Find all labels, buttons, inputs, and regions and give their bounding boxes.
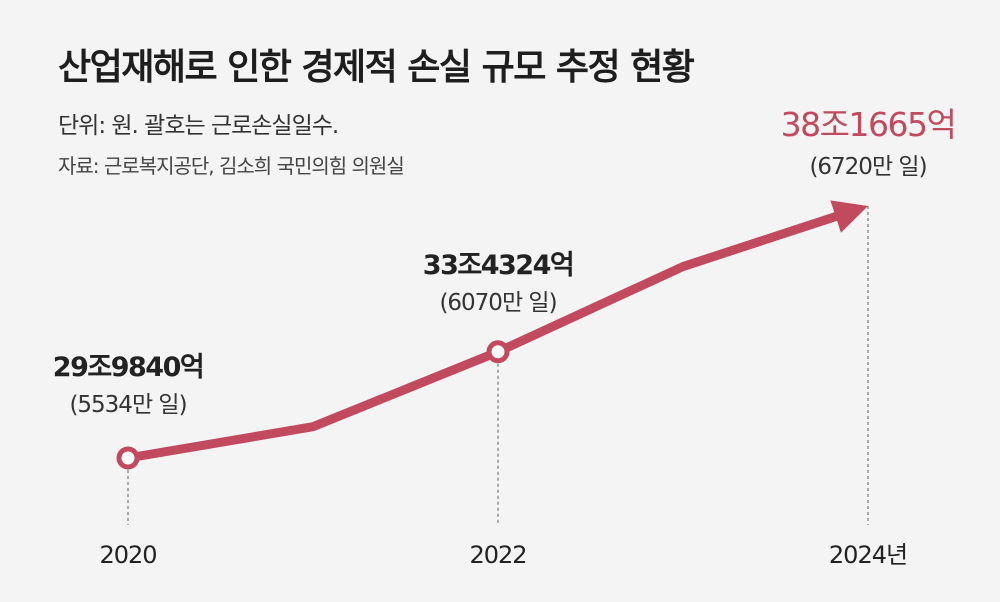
x-tick-label-2020: 2020 [99,541,156,569]
days-label-2022: (6070만 일) [439,290,556,316]
x-tick-label-2024: 2024년 [829,541,907,569]
value-label-2024: 38조1665억 [781,105,956,144]
data-point-2020 [116,446,140,470]
value-label-2022: 33조4324억 [423,250,573,281]
data-point-2022 [486,340,510,364]
days-label-2020: (5534만 일) [69,392,186,418]
x-tick-label-2022: 2022 [469,541,526,569]
series-arrowhead [830,200,868,233]
chart-title: 산업재해로 인한 경제적 손실 규모 추정 현황 [58,47,695,88]
days-label-2024: (6720만 일) [809,154,926,180]
source-note: 자료: 근로복지공단, 김소희 국민의힘 의원실 [58,154,405,178]
value-label-2020: 29조9840억 [53,352,203,383]
unit-note: 단위: 원. 괄호는 근로손실일수. [58,113,339,139]
